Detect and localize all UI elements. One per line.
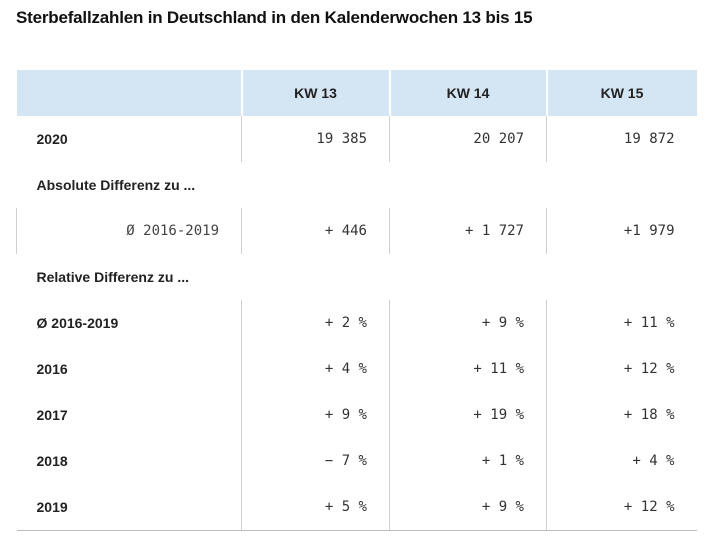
table-header-row: KW 13 KW 14 KW 15 <box>16 70 697 116</box>
cell-value: + 9 % <box>389 484 547 531</box>
cell-value: + 1 % <box>389 438 547 484</box>
header-empty <box>16 70 242 116</box>
cell-value: + 11 % <box>389 346 547 392</box>
table-row: 2017 + 9 % + 19 % + 18 % <box>17 392 697 438</box>
table-row: 2016 + 4 % + 11 % + 12 % <box>17 346 697 392</box>
section-row: Absolute Differenz zu ... <box>17 162 697 208</box>
cell-value: 19 872 <box>546 116 697 162</box>
cell-value: + 12 % <box>546 346 697 392</box>
row-label: 2018 <box>36 453 68 469</box>
cell-value: + 12 % <box>546 484 697 531</box>
table-row: 2018 − 7 % + 1 % + 4 % <box>17 438 697 484</box>
cell-value: + 5 % <box>241 484 390 531</box>
section-label: Relative Differenz zu ... <box>36 269 189 285</box>
row-sublabel: Ø 2016-2019 <box>16 208 242 254</box>
row-label: 2017 <box>36 407 68 423</box>
header-kw15: KW 15 <box>545 70 697 116</box>
table-row: Ø 2016-2019 + 2 % + 9 % + 11 % <box>17 300 697 346</box>
cell-value: + 11 % <box>546 300 697 346</box>
header-kw13: KW 13 <box>240 70 390 116</box>
cell-value: 20 207 <box>389 116 547 162</box>
cell-value: + 9 % <box>241 392 390 438</box>
page-title: Sterbefallzahlen in Deutschland in den K… <box>16 8 533 27</box>
row-label: 2020 <box>36 131 68 147</box>
table-row: 2020 19 385 20 207 19 872 <box>17 116 697 162</box>
cell-value: + 446 <box>241 208 390 254</box>
cell-value: + 19 % <box>389 392 547 438</box>
cell-value: + 4 % <box>546 438 697 484</box>
cell-value: + 1 727 <box>389 208 547 254</box>
cell-value: + 4 % <box>241 346 390 392</box>
section-row: Relative Differenz zu ... <box>17 254 697 300</box>
row-label: Ø 2016-2019 <box>36 315 119 331</box>
table-row: Ø 2016-2019 + 446 + 1 727 +1 979 <box>16 208 697 254</box>
table-row: 2019 + 5 % + 9 % + 12 % <box>16 484 697 531</box>
cell-value: + 18 % <box>546 392 697 438</box>
row-label: 2019 <box>16 484 242 531</box>
deaths-table: KW 13 KW 14 KW 15 2020 19 385 20 207 19 … <box>16 70 697 531</box>
cell-value: + 2 % <box>241 300 390 346</box>
cell-value: +1 979 <box>546 208 697 254</box>
cell-value: − 7 % <box>241 438 390 484</box>
section-label: Absolute Differenz zu ... <box>36 177 196 193</box>
cell-value: + 9 % <box>389 300 547 346</box>
row-label: 2016 <box>36 361 68 377</box>
header-kw14: KW 14 <box>388 70 547 116</box>
cell-value: 19 385 <box>241 116 390 162</box>
